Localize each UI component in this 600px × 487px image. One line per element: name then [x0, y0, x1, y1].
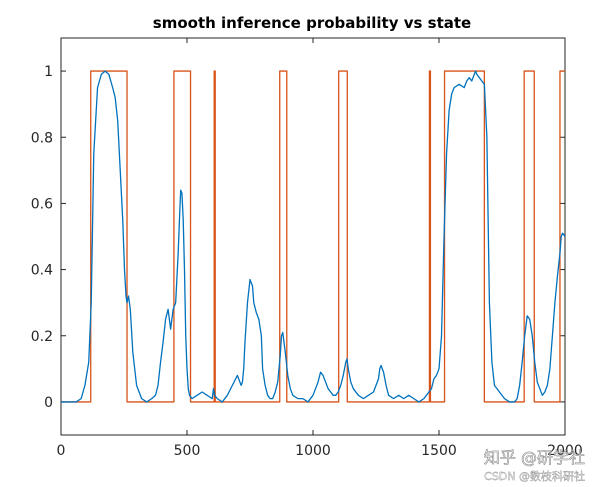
- chart-title: smooth inference probability vs state: [153, 14, 471, 32]
- y-tick-label: 0.8: [31, 130, 53, 146]
- y-tick-label: 0.2: [31, 329, 53, 345]
- plot-area: [60, 37, 566, 436]
- x-axis: 0 500 1000 1500 2000: [57, 38, 583, 459]
- watermark-line1: 知乎 @研学社: [484, 448, 585, 467]
- x-tick-label: 0: [57, 443, 66, 459]
- x-tick-label: 2000: [547, 443, 583, 459]
- y-axis: 0 0.2 0.4 0.6 0.8 1: [31, 64, 565, 411]
- watermark-line2: CSDN @数枝科研社: [484, 469, 585, 483]
- y-tick-label: 0: [44, 395, 53, 411]
- series-line-probability: [61, 70, 565, 403]
- x-tick-label: 1000: [295, 443, 331, 459]
- x-tick-label: 500: [174, 443, 201, 459]
- series-layer: [61, 70, 565, 403]
- x-tick-label: 1500: [421, 443, 457, 459]
- watermark: 知乎 @研学社 CSDN @数枝科研社: [484, 448, 586, 484]
- y-tick-label: 0.4: [31, 263, 53, 279]
- y-tick-label: 1: [44, 64, 53, 80]
- y-tick-label: 0.6: [31, 196, 53, 212]
